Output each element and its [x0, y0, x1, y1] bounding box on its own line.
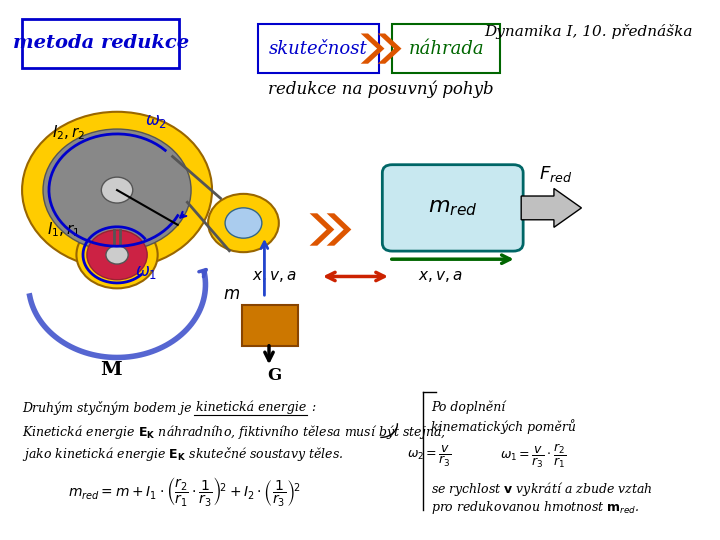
Text: Kinetická energie $\mathbf{E_K}$ náhradního, fiktivního tělesa musí být stejná,: Kinetická energie $\mathbf{E_K}$ náhradn…	[22, 423, 446, 441]
Text: $I_1, r_1$: $I_1, r_1$	[47, 220, 81, 239]
Polygon shape	[310, 213, 334, 246]
Text: Dynamika I, 10. přednáška: Dynamika I, 10. přednáška	[484, 24, 693, 39]
Text: $\omega_2 = \dfrac{v}{r_3}$: $\omega_2 = \dfrac{v}{r_3}$	[408, 444, 452, 469]
Text: redukce na posuvný pohyb: redukce na posuvný pohyb	[268, 80, 493, 98]
Circle shape	[106, 246, 128, 264]
Circle shape	[76, 221, 158, 288]
Text: se rychlost $\mathbf{v}$ vykrátí a zbude vztah: se rychlost $\mathbf{v}$ vykrátí a zbude…	[431, 480, 653, 498]
Text: $\omega_1$: $\omega_1$	[135, 264, 158, 281]
FancyBboxPatch shape	[258, 24, 379, 73]
FancyBboxPatch shape	[382, 165, 523, 251]
Polygon shape	[327, 213, 351, 246]
Text: $x, v, a$: $x, v, a$	[252, 269, 297, 284]
Text: $m$: $m$	[223, 286, 240, 303]
Text: metoda redukce: metoda redukce	[13, 34, 189, 52]
Text: G: G	[267, 367, 282, 384]
Text: Po doplnění: Po doplnění	[431, 401, 505, 415]
Circle shape	[225, 208, 262, 238]
FancyBboxPatch shape	[241, 305, 299, 346]
Text: skutečnost: skutečnost	[269, 39, 368, 58]
Polygon shape	[361, 33, 384, 64]
Circle shape	[102, 177, 132, 203]
Text: Druhým styčným bodem je: Druhým styčným bodem je	[22, 401, 196, 415]
Text: $I_2, r_2$: $I_2, r_2$	[52, 123, 85, 141]
Text: náhrada: náhrada	[408, 39, 484, 58]
Text: $r_3$: $r_3$	[104, 178, 117, 194]
Text: $m_{red} = m + I_1 \cdot \left(\dfrac{r_2}{r_1} \cdot \dfrac{1}{r_3}\right)^{\!2: $m_{red} = m + I_1 \cdot \left(\dfrac{r_…	[68, 475, 300, 508]
Text: kinematických poměrů: kinematických poměrů	[431, 419, 576, 434]
Text: jako kinetická energie $\mathbf{E_K}$ skutečné soustavy těles.: jako kinetická energie $\mathbf{E_K}$ sk…	[22, 444, 343, 463]
Text: $\omega_2$: $\omega_2$	[145, 113, 168, 130]
Text: $\omega_1 = \dfrac{v}{r_3} \cdot \dfrac{r_2}{r_1}$: $\omega_1 = \dfrac{v}{r_3} \cdot \dfrac{…	[500, 442, 567, 470]
Circle shape	[87, 230, 147, 280]
Text: $F_{red}$: $F_{red}$	[539, 164, 572, 184]
Text: $x, v, a$: $x, v, a$	[418, 269, 462, 284]
Text: kinetická energie: kinetická energie	[196, 401, 306, 415]
Text: M: M	[99, 361, 121, 379]
Circle shape	[208, 194, 279, 252]
Polygon shape	[521, 188, 582, 227]
Circle shape	[43, 129, 191, 251]
Text: :: :	[307, 401, 316, 414]
Circle shape	[22, 112, 212, 268]
Text: $m_{red}$: $m_{red}$	[428, 198, 477, 218]
Polygon shape	[378, 33, 402, 64]
Text: pro redukovanou hmotnost $\mathbf{m}_{red}$.: pro redukovanou hmotnost $\mathbf{m}_{re…	[431, 499, 640, 516]
FancyBboxPatch shape	[22, 19, 179, 68]
FancyBboxPatch shape	[392, 24, 500, 73]
